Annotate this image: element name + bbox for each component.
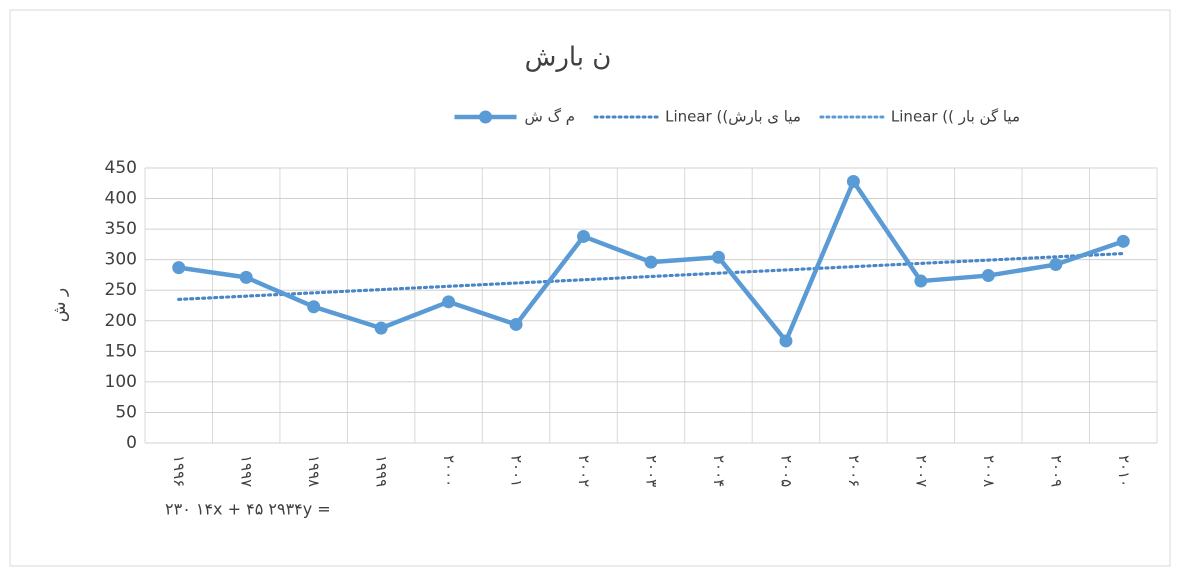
y-tick-label: 250 — [105, 280, 137, 300]
data-point — [442, 295, 456, 309]
chart-title: ن بارش — [525, 43, 612, 73]
y-tick-label: 400 — [105, 189, 137, 209]
data-point — [509, 317, 523, 331]
chart-border — [9, 9, 1171, 567]
legend-label: میا گن بار )) Linear — [891, 108, 1020, 126]
trendline — [177, 252, 1125, 301]
legend-label: میا ی بارش)) Linear — [665, 108, 801, 126]
x-tick-label: ۲۰۰۱ — [508, 455, 526, 487]
y-tick-label: 350 — [105, 219, 137, 239]
x-tick-label: ۱۹۹۷ — [238, 455, 256, 487]
data-point — [981, 269, 995, 283]
x-tick-label: ۲۰۰۶ — [845, 455, 863, 487]
trend-equation: ۲۳۰ ۱۴x + ۴۵ ۲۹۳۴y = — [165, 500, 331, 519]
x-tick-label: ۲۰۰۵ — [777, 455, 795, 487]
data-point — [779, 334, 793, 348]
y-tick-label: 300 — [105, 250, 137, 270]
x-tick-label: ۲۰۰۹ — [1047, 455, 1065, 487]
y-tick-label: 0 — [126, 433, 137, 453]
x-tick-label: ۱۹۹۸ — [305, 455, 323, 487]
y-tick-label: 450 — [105, 158, 137, 178]
legend-marker — [479, 110, 493, 124]
x-tick-label: ۱۹۹۶ — [170, 455, 188, 487]
data-point — [577, 229, 591, 243]
data-point — [846, 174, 860, 188]
y-tick-label: 150 — [105, 341, 137, 361]
x-tick-label: ۲۰۱۰ — [1115, 455, 1133, 487]
y-axis-label: ر ش — [50, 288, 70, 322]
data-point — [1049, 258, 1063, 272]
data-point — [914, 274, 928, 288]
data-point — [172, 261, 186, 275]
data-point — [644, 255, 658, 269]
x-tick-label: ۱۹۹۹ — [373, 455, 391, 487]
y-tick-label: 50 — [115, 402, 137, 422]
data-point — [307, 300, 321, 314]
y-tick-label: 200 — [105, 311, 137, 331]
y-tick-label: 100 — [105, 372, 137, 392]
x-tick-label: ۲۰۰۷ — [912, 455, 930, 487]
x-tick-label: ۲۰۰۳ — [643, 455, 661, 487]
x-tick-label: ۲۰۰۴ — [710, 455, 728, 487]
x-tick-label: ۲۰۰۰ — [440, 455, 458, 487]
x-tick-label: ۲۰۰۸ — [980, 455, 998, 487]
legend-label: م گ ش — [525, 108, 576, 126]
data-point — [711, 250, 725, 264]
data-point — [1116, 234, 1130, 248]
data-point — [239, 270, 253, 284]
x-tick-label: ۲۰۰۲ — [575, 455, 593, 487]
data-point — [374, 321, 388, 335]
